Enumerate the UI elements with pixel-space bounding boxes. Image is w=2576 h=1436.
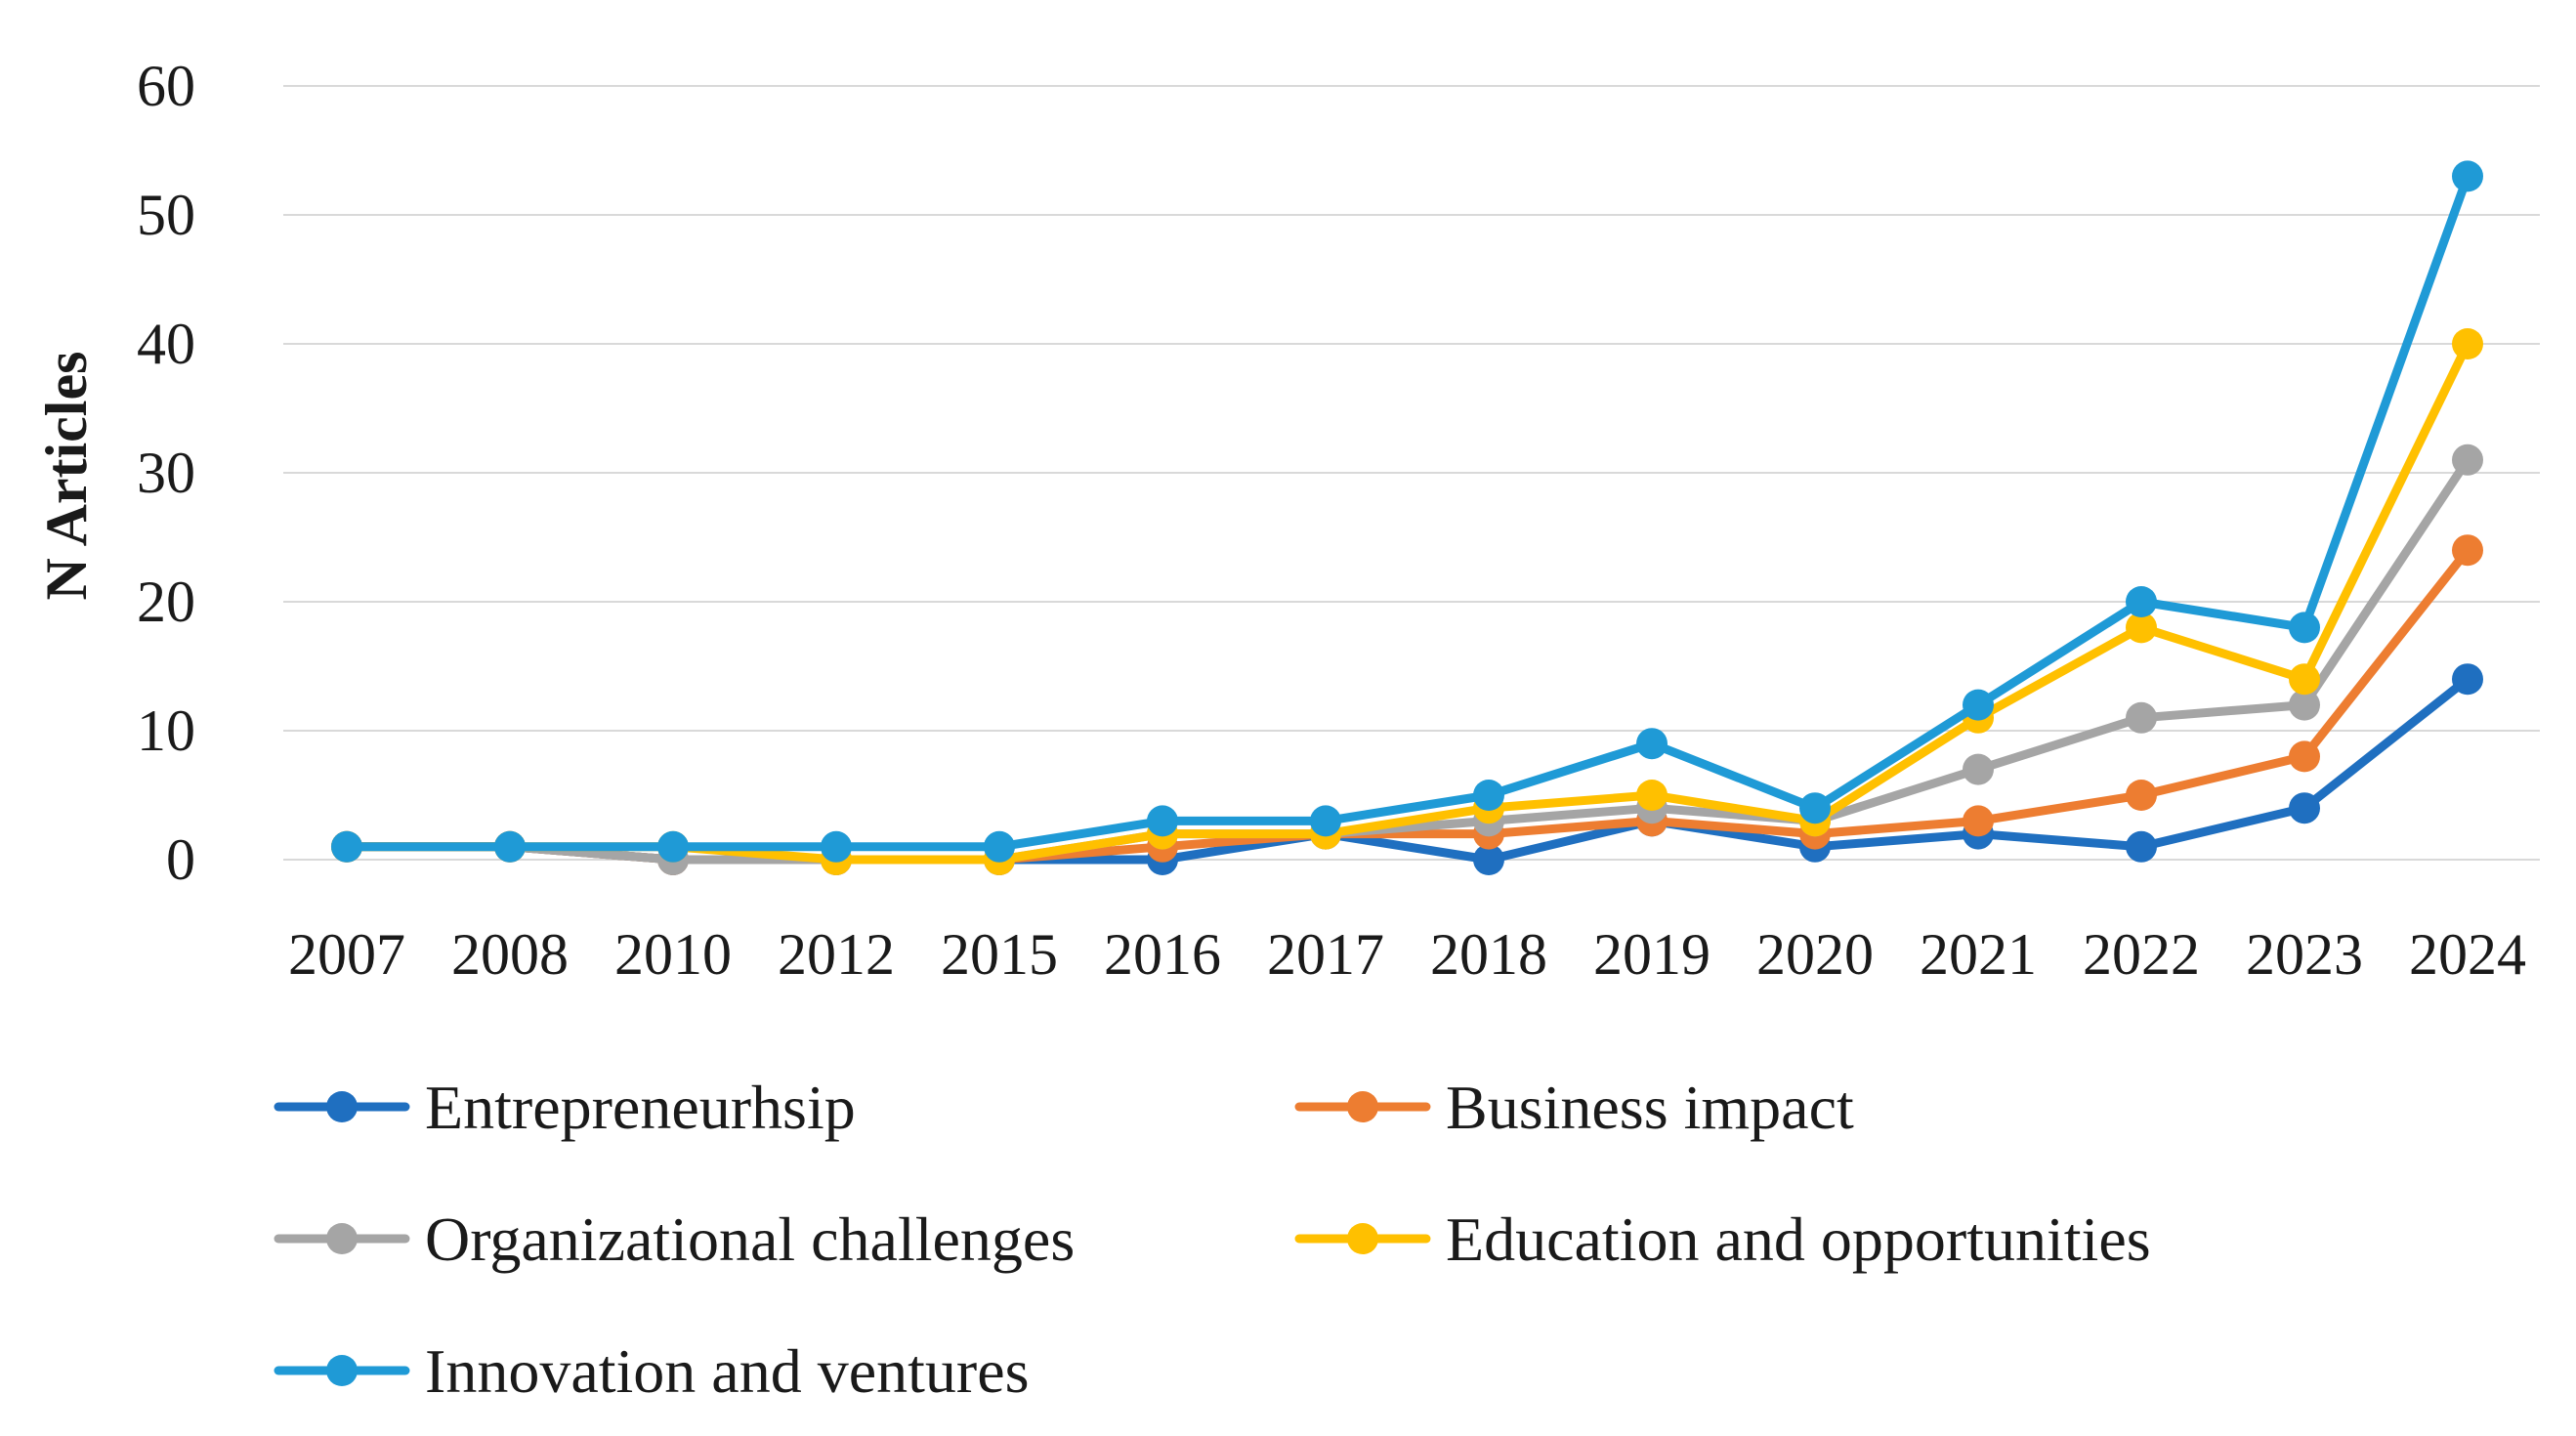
- data-point: [1636, 780, 1668, 811]
- data-point: [1473, 844, 1504, 875]
- data-point: [1963, 689, 1994, 721]
- x-tick-label: 2007: [288, 922, 405, 987]
- x-tick-label: 2012: [778, 922, 895, 987]
- y-tick-label: 30: [137, 441, 195, 505]
- y-tick-label: 0: [166, 827, 195, 892]
- legend-swatch-marker: [326, 1355, 358, 1386]
- x-axis-ticks: 2007 2008 2010 2012 2015 2016 2017 2018 2019 2020…: [288, 922, 2526, 987]
- data-point: [2452, 534, 2483, 567]
- data-point: [657, 830, 689, 863]
- legend-label: Business impact: [1446, 1073, 1854, 1142]
- legend-swatch-marker: [326, 1091, 358, 1122]
- series-4: [331, 160, 2483, 863]
- x-tick-label: 2017: [1267, 922, 1384, 987]
- data-point: [2126, 612, 2157, 644]
- data-point: [2126, 586, 2157, 617]
- legend-swatch-marker: [1347, 1091, 1378, 1122]
- legend-item: Innovation and ventures: [274, 1336, 1030, 1406]
- data-point: [1799, 792, 1831, 824]
- y-axis-title: N Articles: [34, 352, 99, 601]
- data-point: [1963, 805, 1994, 837]
- series-group: [331, 160, 2483, 875]
- x-tick-label: 2021: [1920, 922, 2037, 987]
- legend-item: Organizational challenges: [274, 1204, 1075, 1274]
- data-point: [2289, 612, 2320, 644]
- data-point: [2126, 780, 2157, 811]
- legend-label: Entrepreneurhsip: [425, 1073, 856, 1142]
- data-point: [2126, 830, 2157, 863]
- data-point: [1636, 728, 1668, 760]
- legend: Entrepreneurhsip Business impact Organizat…: [274, 1073, 2151, 1406]
- y-tick-label: 20: [137, 570, 195, 634]
- y-tick-label: 40: [137, 312, 195, 376]
- data-point: [2289, 792, 2320, 824]
- data-point: [494, 830, 526, 863]
- data-point: [2452, 160, 2483, 192]
- data-point: [2289, 689, 2320, 721]
- x-tick-label: 2008: [451, 922, 569, 987]
- y-tick-label: 50: [137, 183, 195, 247]
- data-point: [984, 830, 1015, 863]
- data-point: [2452, 663, 2483, 696]
- legend-swatch-marker: [326, 1223, 358, 1254]
- y-tick-label: 60: [137, 54, 195, 118]
- x-tick-label: 2024: [2409, 922, 2526, 987]
- series-line: [342, 171, 2472, 852]
- legend-label: Organizational challenges: [425, 1204, 1075, 1274]
- data-point: [2126, 701, 2157, 734]
- data-point: [1963, 753, 1994, 785]
- legend-swatch-marker: [1347, 1223, 1378, 1254]
- legend-item: Business impact: [1294, 1073, 1854, 1142]
- data-point: [331, 830, 362, 863]
- data-point: [1310, 805, 1341, 837]
- y-axis-ticks: 0 10 20 30 40 50 60: [137, 54, 195, 892]
- x-tick-label: 2010: [614, 922, 732, 987]
- gridlines: [283, 85, 2540, 861]
- data-point: [2289, 663, 2320, 696]
- legend-label: Education and opportunities: [1446, 1204, 2151, 1274]
- y-tick-label: 10: [137, 698, 195, 763]
- x-tick-label: 2023: [2246, 922, 2363, 987]
- x-tick-label: 2020: [1756, 922, 1874, 987]
- x-tick-label: 2018: [1430, 922, 1547, 987]
- series-line: [342, 455, 2472, 865]
- legend-label: Innovation and ventures: [425, 1336, 1030, 1406]
- data-point: [1473, 780, 1504, 811]
- legend-item: Entrepreneurhsip: [274, 1073, 856, 1142]
- data-point: [2452, 328, 2483, 359]
- data-point: [2289, 740, 2320, 773]
- data-point: [821, 830, 852, 863]
- data-point: [1147, 805, 1178, 837]
- x-tick-label: 2015: [941, 922, 1058, 987]
- x-tick-label: 2016: [1104, 922, 1221, 987]
- x-tick-label: 2022: [2083, 922, 2200, 987]
- data-point: [2452, 443, 2483, 476]
- x-tick-label: 2019: [1593, 922, 1710, 987]
- legend-item: Education and opportunities: [1294, 1204, 2151, 1274]
